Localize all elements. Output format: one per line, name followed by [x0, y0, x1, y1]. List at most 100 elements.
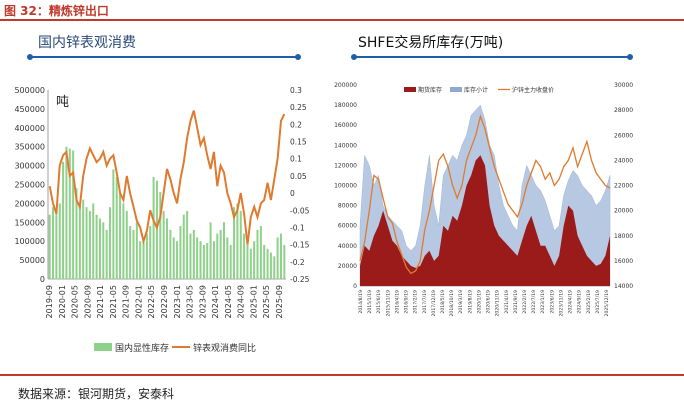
chart-title: SHFE交易所库存(万吨): [358, 35, 504, 51]
x-tick-label: 2025-05: [262, 285, 271, 318]
x-tick-label: 2025-09: [275, 285, 284, 318]
y-right-tick-label: 22000: [614, 183, 633, 190]
y-right-tick-label: 0.3: [290, 86, 302, 95]
x-tick-label: 2022-09: [160, 285, 169, 318]
legend-swatch-subtotal: [450, 87, 462, 92]
x-tick-label: 2023/11/19: [558, 290, 564, 317]
inventory-bar: [72, 150, 75, 279]
inventory-bar: [68, 148, 71, 279]
x-tick-label: 2023-09: [198, 285, 207, 318]
x-tick-label: 2021-01: [96, 285, 105, 318]
inventory-bar: [109, 207, 112, 279]
inventory-bar: [226, 237, 229, 279]
inventory-bar: [176, 241, 179, 279]
inventory-bar: [279, 233, 282, 279]
x-tick-label: 2025/12/19: [604, 290, 610, 317]
x-tick-label: 2020-01: [58, 285, 67, 318]
y-left-tick-label: 20000: [338, 263, 357, 270]
x-tick-label: 2024/9/19: [577, 290, 583, 314]
y-left-tick-label: 150000: [14, 218, 45, 227]
x-tick-label: 2024-09: [237, 285, 246, 318]
inventory-bar: [172, 237, 175, 279]
inventory-bar: [88, 210, 91, 279]
y-left-tick-label: 80000: [338, 203, 357, 210]
inventory-bar: [249, 248, 252, 279]
x-tick-label: 2015/11/19: [385, 290, 391, 317]
inventory-bar: [139, 241, 142, 279]
y-left-tick-label: 50000: [20, 256, 45, 265]
x-tick-label: 2023-05: [186, 285, 195, 318]
y-right-tick-label: 26000: [614, 132, 633, 139]
inventory-bar: [95, 214, 98, 279]
y-left-tick-label: 60000: [338, 223, 357, 230]
inventory-bar: [112, 169, 115, 279]
x-tick-label: 2019/3/19: [458, 290, 464, 314]
inventory-bar: [55, 210, 58, 279]
inventory-bar: [92, 203, 95, 279]
futures-inventory-area: [360, 155, 610, 286]
x-tick-label: 2020-09: [83, 285, 92, 318]
x-tick-label: 2022/7/19: [531, 290, 537, 314]
y-left-tick-label: 0: [353, 283, 357, 290]
y-left-tick-label: 100000: [14, 237, 45, 246]
inventory-bar: [212, 241, 215, 279]
y-right-tick-label: -0.05: [290, 206, 310, 215]
y-right-tick-label: 18000: [614, 233, 633, 240]
x-tick-label: 2020/11/19: [495, 290, 501, 317]
x-tick-label: 2021-05: [109, 285, 118, 318]
x-tick-label: 2016/9/19: [404, 290, 410, 314]
x-tick-label: 2023-01: [173, 285, 182, 318]
inventory-bar: [85, 207, 88, 279]
inventory-bar: [269, 252, 272, 279]
legend-label-price: 沪锌主力收盘价: [512, 86, 554, 94]
inventory-bar: [135, 222, 138, 279]
y-right-tick-label: 0: [290, 189, 295, 198]
x-tick-label: 2024-05: [224, 285, 233, 318]
legend-label-futures: 期货库存: [418, 86, 442, 94]
x-tick-label: 2018/5/19: [440, 290, 446, 314]
x-tick-label: 2015/6/19: [376, 290, 382, 314]
inventory-bar: [115, 176, 118, 279]
inventory-bar: [209, 222, 212, 279]
y-left-tick-label: 250000: [14, 181, 45, 190]
inventory-bar: [243, 233, 246, 279]
inventory-bar: [145, 233, 148, 279]
y-right-tick-label: 28000: [614, 107, 633, 114]
inventory-bar: [125, 210, 128, 279]
inventory-bar: [159, 192, 162, 279]
y-left-tick-label: 0: [40, 275, 45, 284]
y-right-tick-label: 20000: [614, 208, 633, 215]
inventory-bar: [222, 222, 225, 279]
title-underline: [27, 54, 301, 60]
legend-swatch-futures: [404, 87, 416, 92]
y-left-tick-label: 140000: [334, 142, 357, 149]
x-tick-label: 2021/4/19: [504, 290, 510, 314]
y-right-tick-label: -0.2: [290, 258, 305, 267]
x-tick-label: 2017/2/19: [413, 290, 419, 314]
y-left-tick-label: 350000: [14, 143, 45, 152]
y-right-tick-label: 14000: [614, 283, 633, 290]
x-tick-label: 2024-01: [211, 285, 220, 318]
inventory-bar: [52, 207, 55, 279]
zinc-price-line: [359, 114, 611, 275]
source-note: 数据来源：银河期货，安泰科: [18, 387, 175, 401]
inventory-bar: [283, 244, 286, 279]
chart-panel-consumption: 国内锌表观消费 500000 450000 400000 350000 300000 25…: [8, 24, 310, 372]
y-left-tick-label: 200000: [334, 82, 357, 89]
legend-label-yoy: 锌表观消费同比: [193, 342, 256, 354]
y-left-tick-label: 450000: [14, 105, 45, 114]
inventory-bar: [169, 229, 172, 279]
x-tick-label: 2017/12/19: [431, 290, 437, 317]
inventory-bar: [62, 161, 65, 279]
legend-swatch-inventory: [94, 343, 112, 351]
y-right-tick-label: -0.1: [290, 223, 305, 232]
inventory-bar: [179, 226, 182, 279]
inventory-bar: [75, 188, 78, 279]
y-left-tick-label: 200000: [14, 199, 45, 208]
inventory-bar: [256, 229, 259, 279]
inventory-bar: [246, 244, 249, 279]
figure-title: 图 32：精炼锌出口: [4, 4, 109, 18]
x-tick-label: 2025/2/19: [586, 290, 592, 314]
inventory-bar: [78, 203, 81, 279]
inventory-bar: [105, 229, 108, 279]
